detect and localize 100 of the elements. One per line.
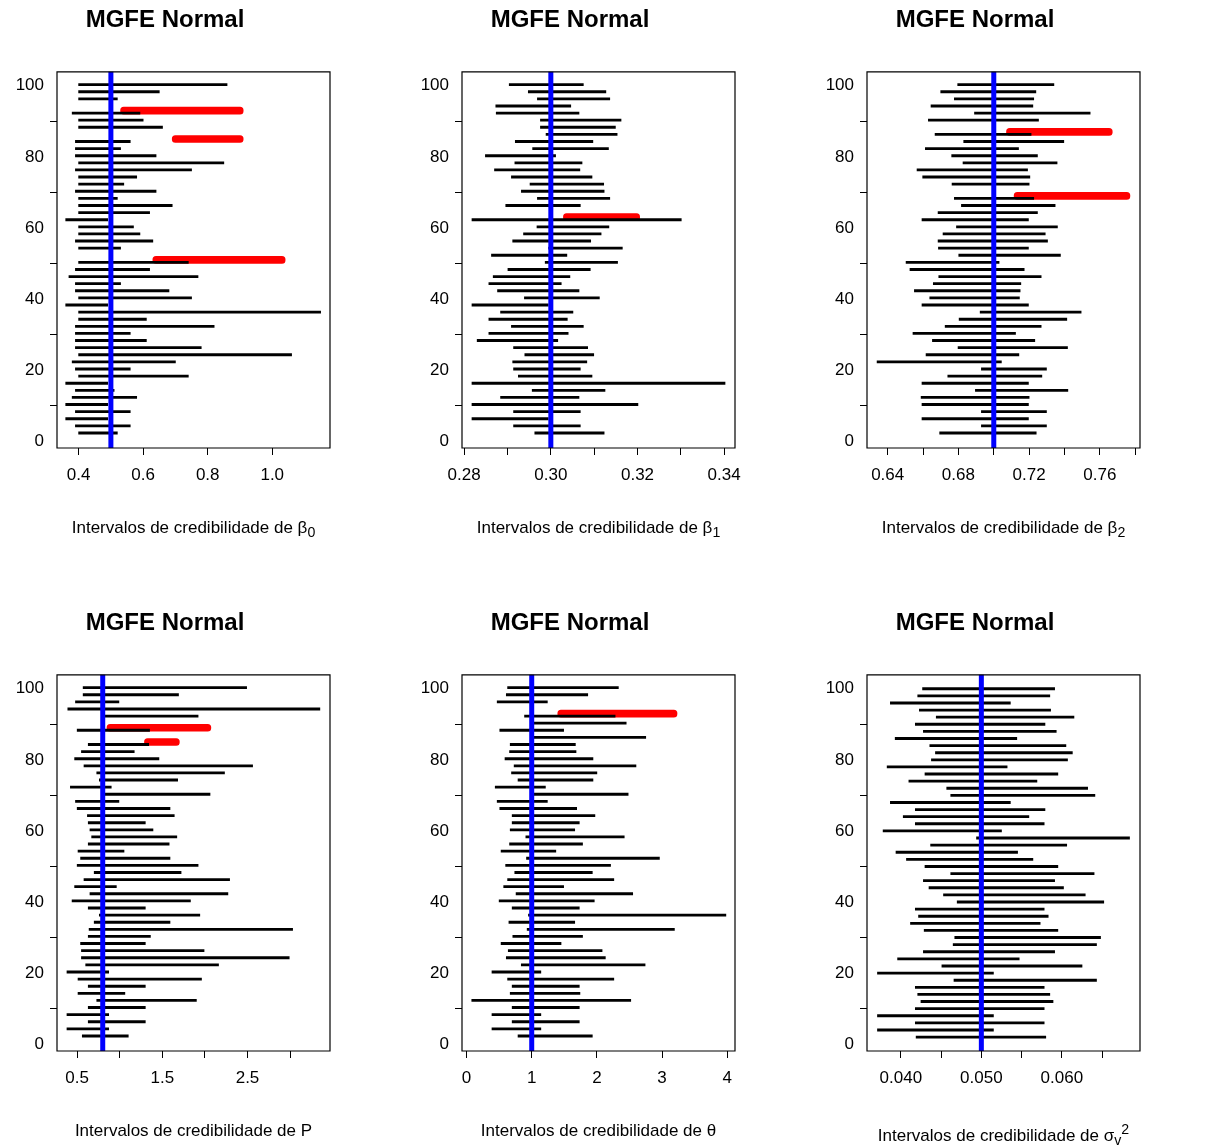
bar	[78, 310, 321, 314]
bar	[488, 332, 569, 335]
bar	[908, 779, 1038, 783]
bar	[514, 871, 593, 874]
bar	[507, 878, 615, 881]
bar	[75, 339, 147, 342]
bar	[918, 914, 1049, 918]
y-tick-label: 0	[34, 1033, 44, 1053]
bar	[471, 417, 549, 421]
bar	[962, 161, 1058, 165]
x-tick-label: 0.76	[1083, 464, 1117, 484]
bar	[924, 865, 1059, 868]
bar	[942, 232, 1046, 236]
x-axis-title: Intervalos de credibilidade de θ	[479, 1121, 718, 1141]
bar	[938, 275, 1042, 278]
bar	[513, 410, 581, 414]
chart-title: MGFE Normal	[490, 5, 650, 33]
bar	[894, 737, 1018, 740]
y-tick-label: 60	[835, 820, 854, 840]
x-tick-label: 2	[592, 1067, 602, 1087]
bar	[544, 260, 618, 264]
bar	[523, 232, 602, 236]
y-tick-label: 100	[420, 678, 449, 698]
bar	[532, 147, 609, 151]
x-tick-label: 0.32	[620, 464, 655, 484]
y-tick-label: 100	[420, 75, 449, 95]
y-tick-label: 80	[430, 749, 449, 769]
y-tick-label: 20	[835, 962, 854, 982]
bar	[540, 118, 622, 122]
bar	[76, 807, 171, 810]
bar	[488, 317, 568, 321]
bar	[76, 728, 150, 732]
bar	[910, 921, 1041, 925]
bar	[914, 289, 1021, 293]
bar	[925, 353, 1020, 357]
bar	[504, 757, 594, 761]
bar	[951, 182, 1030, 186]
bar	[912, 332, 1016, 335]
bar	[958, 253, 1061, 257]
bar	[503, 885, 564, 889]
bar	[505, 693, 589, 697]
bar	[75, 346, 202, 350]
bar	[518, 374, 593, 378]
bar	[78, 204, 173, 207]
bar	[87, 1020, 146, 1024]
y-tick-label: 0	[844, 1033, 854, 1053]
bar	[950, 872, 1095, 875]
bar	[497, 289, 580, 293]
bar	[529, 182, 605, 186]
bar	[82, 693, 179, 697]
y-tick-label: 20	[430, 359, 449, 379]
bar	[78, 225, 134, 229]
bar	[876, 360, 1002, 364]
bar	[895, 850, 1018, 854]
bar	[507, 268, 591, 271]
bar	[923, 950, 1055, 954]
bar	[981, 424, 1047, 428]
bar	[65, 218, 108, 222]
y-tick-label: 100	[825, 678, 854, 698]
bar	[81, 956, 290, 960]
bar	[75, 424, 131, 428]
bar	[950, 793, 1096, 797]
x-axis-title: Intervalos de credibilidade de β$_{0}$	[70, 518, 317, 541]
x-tick-label: 1	[526, 1067, 537, 1087]
bar	[981, 410, 1047, 414]
x-axis-title: Intervalos de credibilidade de β$_{1}$	[475, 518, 722, 541]
bar	[514, 161, 583, 165]
bar	[83, 878, 230, 881]
bar	[932, 282, 1022, 286]
bar	[914, 985, 1045, 989]
bar	[507, 686, 619, 690]
bar	[75, 700, 120, 704]
y-tick-label: 100	[15, 75, 44, 95]
bar	[938, 246, 1029, 250]
bar	[917, 694, 1051, 698]
bar	[954, 97, 1035, 101]
bar	[929, 296, 1020, 300]
bar	[920, 395, 1030, 399]
x-axis-title: Intervalos de credibilidade de β$_{2}$	[880, 518, 1127, 541]
y-tick-label: 60	[835, 217, 854, 237]
bar	[75, 289, 170, 293]
x-tick-label: 0.4	[66, 464, 91, 484]
bar	[500, 310, 574, 314]
bar	[921, 403, 1029, 406]
bar	[511, 324, 584, 328]
bar	[524, 296, 600, 300]
y-tick-label: 100	[825, 75, 854, 95]
bar	[943, 893, 1086, 897]
bar	[934, 132, 1032, 136]
bar	[935, 715, 1075, 719]
bar	[537, 97, 611, 101]
bar	[65, 381, 108, 385]
bar	[491, 1027, 542, 1031]
bar	[515, 892, 634, 896]
bar	[917, 992, 1051, 996]
bar	[81, 949, 205, 953]
y-tick-label: 80	[835, 749, 854, 769]
y-tick-label: 0	[34, 430, 44, 450]
bar	[914, 1007, 1045, 1011]
bar	[890, 801, 1011, 804]
